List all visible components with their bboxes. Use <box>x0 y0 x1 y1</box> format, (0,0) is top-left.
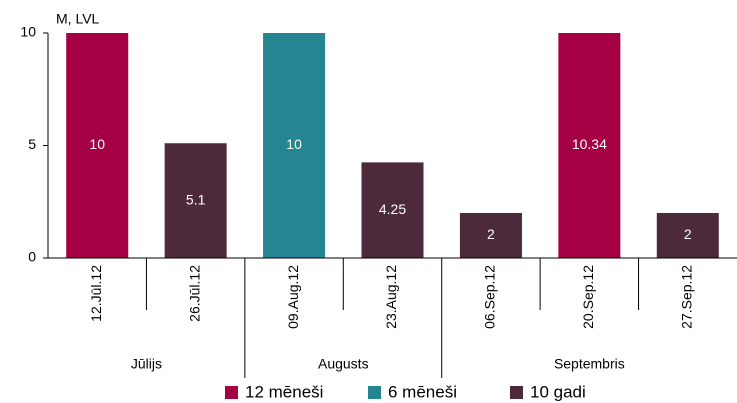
value-label: 5.1 <box>186 191 206 207</box>
plot-area <box>66 33 719 258</box>
bar <box>66 33 129 258</box>
value-label: 2 <box>487 226 495 242</box>
y-axis-label: M, LVL <box>56 11 100 27</box>
y-tick-label: 5 <box>28 136 36 152</box>
value-label: 4.25 <box>379 201 406 217</box>
legend-label: 12 mēneši <box>245 382 323 401</box>
bar <box>361 162 424 258</box>
value-label: 2 <box>684 226 692 242</box>
x-tick-label: 12.Jūl.12 <box>88 265 104 322</box>
x-tick-label: 09.Aug.12 <box>285 265 301 329</box>
x-tick-label: 27.Sep.12 <box>678 265 694 329</box>
group-label: Jūlijs <box>131 356 162 372</box>
bar <box>263 33 326 258</box>
value-label: 10 <box>89 136 105 152</box>
value-label: 10.34 <box>572 136 607 152</box>
bar <box>459 213 522 258</box>
y-tick-label: 0 <box>28 249 36 265</box>
bar <box>558 33 621 258</box>
legend-swatch <box>225 386 238 399</box>
value-label: 10 <box>286 136 302 152</box>
x-tick-label: 26.Jūl.12 <box>186 265 202 322</box>
legend-swatch <box>368 386 381 399</box>
legend-label: 6 mēneši <box>388 382 457 401</box>
legend-label: 10 gadi <box>530 382 586 401</box>
y-tick-label: 10 <box>20 24 36 40</box>
x-tick-label: 23.Aug.12 <box>383 265 399 329</box>
group-label: Augusts <box>318 356 369 372</box>
bar <box>164 143 227 258</box>
x-tick-label: 06.Sep.12 <box>482 265 498 329</box>
legend-swatch <box>510 386 523 399</box>
group-label: Septembris <box>554 356 625 372</box>
x-tick-label: 20.Sep.12 <box>580 265 596 329</box>
bar <box>656 213 719 258</box>
